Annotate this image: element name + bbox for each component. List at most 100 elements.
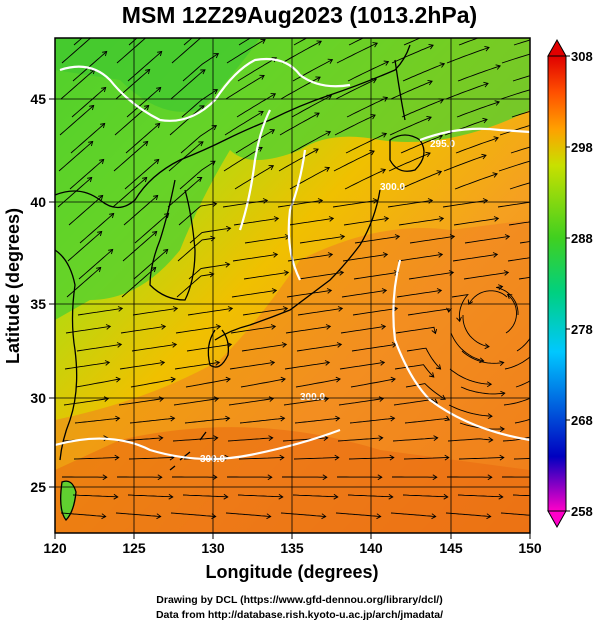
streamline [458,457,504,460]
streamline-arrow [337,306,344,312]
streamline [512,75,530,82]
streamline-arrow [157,50,163,57]
streamline-arrow [482,117,488,124]
streamline [71,87,106,118]
streamline-arrow [156,513,162,520]
streamline [395,326,436,334]
streamline [286,289,332,298]
streamline-arrow [444,454,450,461]
streamline-arrow [109,212,115,219]
streamline-arrow [371,78,377,84]
streamline [133,249,168,280]
streamline-arrow [268,396,275,402]
streamline [228,398,274,406]
streamline-arrow [538,120,543,125]
streamline [298,271,344,280]
streamline-arrow [113,493,119,500]
streamline-arrow [260,38,266,44]
streamline-arrow [492,252,499,258]
streamline-arrow [543,475,547,480]
streamline-arrow [325,324,332,330]
isotherm-contours [55,57,530,461]
contour-300-west [238,109,271,231]
streamline-arrow [506,294,513,299]
streamline [169,105,205,136]
streamline [338,398,384,406]
streamline-arrow [315,76,321,82]
streamline-arrow [213,435,219,441]
streamline-arrow [499,360,505,367]
streamline [519,241,530,244]
streamline [497,201,530,208]
streamline-arrow [541,390,546,394]
streamline-arrow [499,426,505,433]
streamline [177,237,215,262]
streamline-arrow [325,130,332,136]
streamline [337,437,383,442]
streamline-arrow [102,50,108,57]
streamline [78,249,113,280]
streamline [292,59,333,82]
streamline-arrow [428,43,434,50]
streamline-arrow [382,252,389,258]
streamline [170,512,216,517]
streamline [293,457,339,460]
y-tick-label: 40 [30,194,46,210]
contour-north-east [419,127,530,142]
x-tick-label: 130 [201,540,225,556]
streamline [279,112,320,136]
streamline [460,386,505,395]
streamline [132,307,178,316]
streamline [292,494,338,498]
streamline [409,235,455,244]
footer-credit-line2: Data from http://database.rish.kyoto-u.a… [155,609,444,621]
streamline-arrow [100,122,106,129]
streamline [238,457,284,460]
streamline-arrow [212,89,219,95]
streamline-arrow [271,288,278,294]
streamline-arrow [99,158,105,165]
streamline [123,195,158,226]
streamline [181,89,218,118]
streamline-arrow [269,129,276,135]
streamline-arrow [378,435,384,441]
streamline-arrow [225,376,231,383]
streamline-arrow [143,140,149,147]
grid-lines [55,38,530,533]
streamline-arrow [155,122,161,129]
streamline [287,253,333,262]
streamline-arrow [268,435,274,441]
streamline-arrow [314,112,320,118]
streamline [458,38,480,46]
streamline [407,308,450,316]
streamline-arrow [487,474,493,481]
streamline-arrow [335,376,341,383]
streamline-arrow [198,141,204,147]
streamline-arrow [324,360,331,366]
streamline [226,39,266,64]
streamline [389,116,432,136]
streamline [77,307,123,316]
streamline-arrow [540,49,545,54]
streamline-arrow [495,64,502,70]
streamline-arrow [537,344,541,349]
streamline [184,417,230,424]
x-tick-label: 135 [280,540,304,556]
streamline-arrow [316,40,322,46]
streamline-arrow [223,493,229,500]
streamline [58,141,93,172]
streamline-arrow [152,230,158,237]
streamline [236,93,276,118]
streamline-arrow [377,474,383,481]
streamline [293,38,308,46]
streamline-arrow [484,45,490,52]
streamline [243,271,289,280]
streamline-arrow [87,176,93,183]
streamline [278,148,319,172]
streamline [122,231,157,262]
streamline-arrow [425,151,431,158]
streamline [400,135,443,154]
streamline [403,38,422,46]
streamline [507,257,530,262]
streamline-arrow [116,342,123,348]
